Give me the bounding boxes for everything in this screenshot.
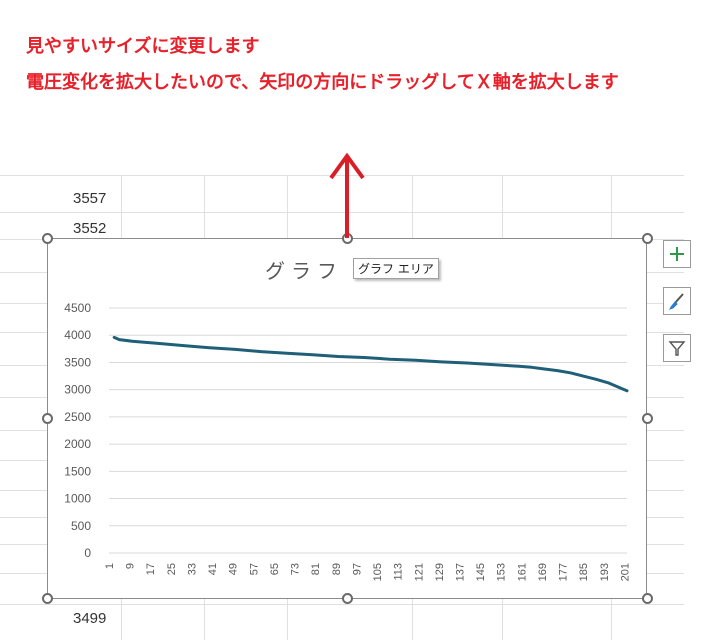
x-tick-label: 41 <box>207 563 219 575</box>
x-tick-label: 57 <box>248 563 260 575</box>
x-tick-label: 1 <box>104 563 116 569</box>
y-tick-label: 4500 <box>64 301 91 315</box>
x-tick-label: 89 <box>331 563 343 575</box>
x-tick-label: 153 <box>496 563 508 581</box>
chart-plot: 0 500 1000 1500 2000 2500 3000 3500 4000 4500 1 9 17… <box>64 301 631 581</box>
x-tick-label: 201 <box>619 563 631 581</box>
x-tick-label: 177 <box>558 563 570 581</box>
x-tick-label: 105 <box>372 563 384 581</box>
chart-elements-button[interactable] <box>663 240 691 268</box>
y-tick-label: 1500 <box>64 464 91 478</box>
x-tick-label: 81 <box>310 563 322 575</box>
y-tick-label: 500 <box>71 519 91 533</box>
x-tick-label: 17 <box>145 563 157 575</box>
chart-styles-button[interactable] <box>663 287 691 315</box>
y-tick-label: 0 <box>84 546 91 560</box>
plus-icon <box>670 247 684 261</box>
y-tick-label: 3500 <box>64 355 91 369</box>
x-tick-label: 145 <box>475 563 487 581</box>
drag-direction-arrow-icon <box>329 152 365 238</box>
resize-handle-top-left[interactable] <box>42 233 53 244</box>
x-tick-label: 113 <box>393 563 405 581</box>
x-tick-label: 121 <box>413 563 425 581</box>
resize-handle-bottom-left[interactable] <box>42 593 53 604</box>
instruction-line-2: 電圧変化を拡大したいので、矢印の方向にドラッグしてＸ軸を拡大します <box>26 72 619 93</box>
chart-filters-button[interactable] <box>663 334 691 362</box>
y-tick-label: 3000 <box>64 383 91 397</box>
x-tick-label: 49 <box>228 563 240 575</box>
x-tick-label: 9 <box>125 563 137 569</box>
x-tick-label: 65 <box>269 563 281 575</box>
x-tick-label: 33 <box>186 563 198 575</box>
cell-value[interactable]: 3499 <box>73 610 107 627</box>
x-tick-label: 129 <box>434 563 446 581</box>
x-tick-label: 137 <box>454 563 466 581</box>
series-line <box>112 335 629 393</box>
x-tick-label: 73 <box>290 563 302 575</box>
y-tick-label: 1000 <box>64 492 91 506</box>
x-tick-label: 185 <box>578 563 590 581</box>
x-tick-label: 193 <box>599 563 611 581</box>
resize-handle-right[interactable] <box>642 413 653 424</box>
y-tick-label: 2500 <box>64 410 91 424</box>
resize-handle-left[interactable] <box>42 413 53 424</box>
x-tick-label: 161 <box>516 563 528 581</box>
x-tick-label: 97 <box>351 563 363 575</box>
x-tick-label: 169 <box>537 563 549 581</box>
brush-icon <box>669 293 684 310</box>
resize-handle-bottom-right[interactable] <box>642 593 653 604</box>
resize-handle-bottom[interactable] <box>342 593 353 604</box>
cell-value[interactable]: 3552 <box>73 220 107 237</box>
y-tick-label: 2000 <box>64 437 91 451</box>
y-tick-label: 4000 <box>64 328 91 342</box>
resize-handle-top-right[interactable] <box>642 233 653 244</box>
x-tick-label: 25 <box>166 563 178 575</box>
chart-area-tooltip: グラフ エリア <box>353 258 439 279</box>
cell-value[interactable]: 3557 <box>73 190 107 207</box>
instruction-line-1: 見やすいサイズに変更します <box>26 36 260 57</box>
filter-icon <box>668 341 686 356</box>
